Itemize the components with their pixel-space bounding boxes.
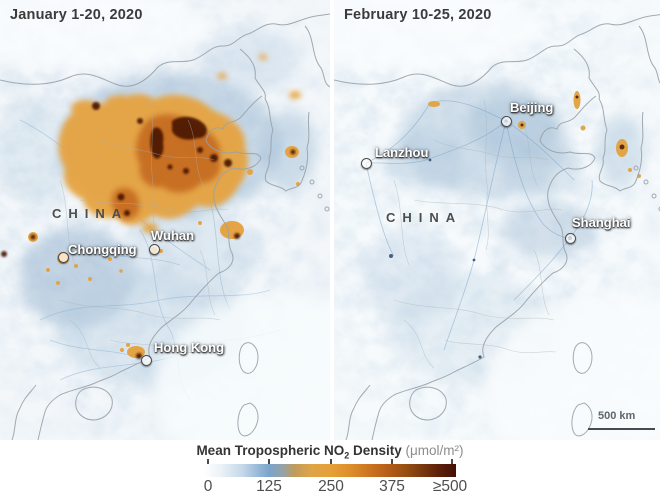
legend-title: Mean Tropospheric NO2 Density (μmol/m²) [0,443,660,461]
city-marker-wuhan [149,244,160,255]
colorbar-tick-0 [207,459,209,464]
city-marker-shanghai [565,233,576,244]
colorbar-label-500: ≥500 [432,478,468,495]
legend-colorbar [204,459,456,477]
sea-fade [0,0,330,440]
map-panel-january [0,0,330,440]
city-marker-lanzhou [361,158,372,169]
panel-title-february: February 10-25, 2020 [344,7,492,23]
colorbar-label-125: 125 [256,478,282,495]
map-canvas [0,0,660,440]
colorbar-tick-125 [268,459,270,464]
colorbar-tick-375 [391,459,393,464]
city-marker-beijing [501,116,512,127]
colorbar-tick-500 [451,459,453,464]
country-label-february: CHINA [386,210,463,225]
city-marker-chongqing [58,252,69,263]
colorbar-label-375: 375 [379,478,405,495]
sea-fade [334,0,660,440]
map-panel-february [334,0,660,440]
city-label-lanzhou: Lanzhou [375,145,429,160]
city-label-beijing: Beijing [510,100,554,115]
colorbar-tick-250 [330,459,332,464]
colorbar-label-0: 0 [203,478,213,495]
colorbar-label-250: 250 [318,478,344,495]
city-label-shanghai: Shanghai [572,215,631,230]
legend-title-suffix: Density [349,443,402,458]
city-label-hong-kong: Hong Kong [154,340,225,355]
scale-bar-line [588,428,655,430]
country-label-january: CHINA [52,206,129,221]
city-marker-hong-kong [141,355,152,366]
scale-bar-label: 500 km [598,410,636,422]
city-label-chongqing: Chongqing [68,242,137,257]
legend-unit: (μmol/m²) [405,443,464,458]
legend-title-main: Mean Tropospheric NO [196,443,345,458]
panel-title-january: January 1-20, 2020 [10,7,143,23]
city-label-wuhan: Wuhan [151,228,195,243]
legend-title-subscript: 2 [344,450,350,461]
